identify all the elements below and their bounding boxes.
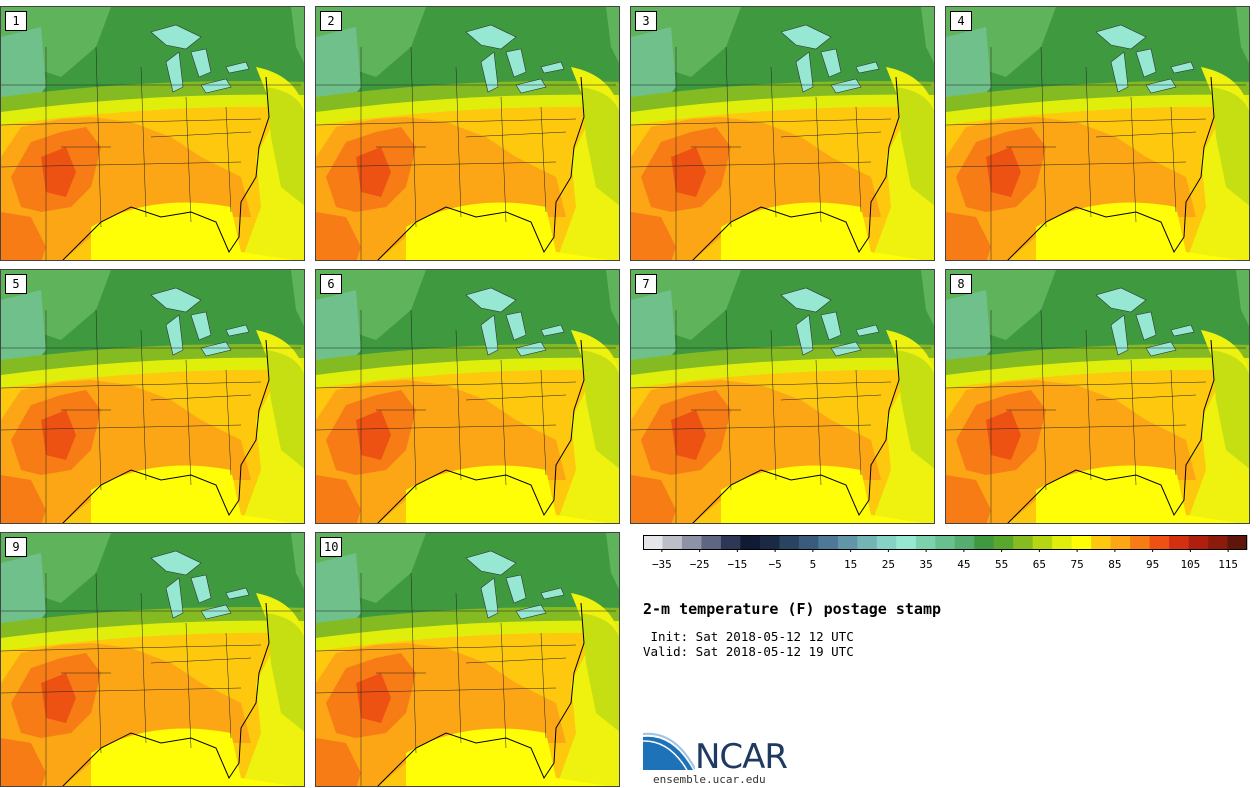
colorbar-swatch — [935, 535, 956, 550]
valid-time: Valid: Sat 2018-05-12 19 UTC — [643, 644, 854, 659]
colorbar-tick-labels: −35 −25 −15 −5 5 15 25 35 45 55 65 75 85 95 105 115 — [643, 558, 1247, 574]
member-number-label: 10 — [320, 537, 343, 557]
colorbar-tick-label: 15 — [844, 558, 858, 571]
ensemble-url: ensemble.ucar.edu — [653, 773, 766, 786]
colorbar-tick-label: 55 — [995, 558, 1009, 571]
colorbar-swatch — [818, 535, 839, 550]
colorbar-swatch — [1227, 535, 1248, 550]
ensemble-member-map-9: 9 — [0, 532, 305, 787]
temperature-map — [631, 7, 934, 260]
colorbar-tick-label: 105 — [1180, 558, 1201, 571]
ncar-logo-icon — [643, 732, 695, 772]
member-number-label: 8 — [950, 274, 972, 294]
member-number-label: 9 — [5, 537, 27, 557]
colorbar-swatch — [701, 535, 722, 550]
colorbar-swatch — [1091, 535, 1111, 550]
temperature-map — [316, 533, 619, 786]
member-number-label: 1 — [5, 11, 27, 31]
colorbar-swatch — [896, 535, 917, 550]
member-number-label: 5 — [5, 274, 27, 294]
member-number-label: 2 — [320, 11, 342, 31]
colorbar-swatch — [662, 535, 683, 550]
temperature-map — [631, 270, 934, 523]
colorbar-swatch — [857, 535, 878, 550]
colorbar-swatch — [915, 535, 936, 550]
colorbar-tick-label: 25 — [881, 558, 895, 571]
temperature-map — [316, 270, 619, 523]
colorbar-swatch — [759, 535, 780, 550]
colorbar-swatch — [993, 535, 1014, 550]
colorbar-tick-label: 75 — [1070, 558, 1084, 571]
temperature-map — [1, 533, 304, 786]
colorbar-swatch — [643, 535, 663, 550]
colorbar-border — [643, 535, 1247, 550]
member-number-label: 4 — [950, 11, 972, 31]
colorbar-swatch — [740, 535, 761, 550]
ensemble-member-map-10: 10 — [315, 532, 620, 787]
ncar-logo-text: NCAR — [695, 737, 788, 777]
ensemble-member-map-7: 7 — [630, 269, 935, 524]
ensemble-member-map-1: 1 — [0, 6, 305, 261]
temperature-map — [1, 7, 304, 260]
colorbar-tick-label: 85 — [1108, 558, 1122, 571]
colorbar-swatch — [1149, 535, 1170, 550]
member-number-label: 3 — [635, 11, 657, 31]
colorbar-swatch — [954, 535, 975, 550]
ensemble-member-map-6: 6 — [315, 269, 620, 524]
colorbar-swatch — [681, 535, 702, 550]
colorbar-swatch — [876, 535, 897, 550]
colorbar-swatch — [720, 535, 741, 550]
init-time: Init: Sat 2018-05-12 12 UTC — [643, 629, 854, 644]
member-number-label: 6 — [320, 274, 342, 294]
colorbar-swatch — [1208, 535, 1228, 550]
colorbar-tick-label: −15 — [727, 558, 748, 571]
colorbar-swatch — [1032, 535, 1053, 550]
colorbar-tick-label: 35 — [919, 558, 933, 571]
colorbar-swatch — [1188, 535, 1209, 550]
colorbar-tick-label: 65 — [1032, 558, 1046, 571]
ensemble-member-map-3: 3 — [630, 6, 935, 261]
colorbar-swatch — [837, 535, 858, 550]
ensemble-member-map-8: 8 — [945, 269, 1250, 524]
colorbar-swatch — [1071, 535, 1092, 550]
colorbar-swatch — [1169, 535, 1189, 550]
colorbar-tick-label: 115 — [1218, 558, 1239, 571]
temperature-map — [316, 7, 619, 260]
temperature-map — [946, 270, 1249, 523]
colorbar-tick-label: −35 — [651, 558, 672, 571]
colorbar-tick-label: −25 — [689, 558, 710, 571]
colorbar-swatch — [798, 535, 819, 550]
member-number-label: 7 — [635, 274, 657, 294]
temperature-map — [1, 270, 304, 523]
colorbar-swatch — [779, 535, 800, 550]
colorbar-tick-label: −5 — [768, 558, 782, 571]
colorbar-tick-label: 5 — [809, 558, 817, 571]
colorbar-swatch — [1110, 535, 1131, 550]
temperature-map — [946, 7, 1249, 260]
colorbar-swatch — [1052, 535, 1072, 550]
colorbar-tick-label: 45 — [957, 558, 971, 571]
ensemble-member-map-4: 4 — [945, 6, 1250, 261]
chart-title: 2-m temperature (F) postage stamp — [643, 600, 942, 618]
colorbar-tick-label: 95 — [1146, 558, 1160, 571]
colorbar-swatch — [974, 535, 995, 550]
colorbar-swatch — [1013, 535, 1033, 550]
ensemble-member-map-2: 2 — [315, 6, 620, 261]
colorbar-swatch — [1130, 535, 1150, 550]
temperature-colorbar — [643, 535, 1248, 552]
ensemble-member-map-5: 5 — [0, 269, 305, 524]
